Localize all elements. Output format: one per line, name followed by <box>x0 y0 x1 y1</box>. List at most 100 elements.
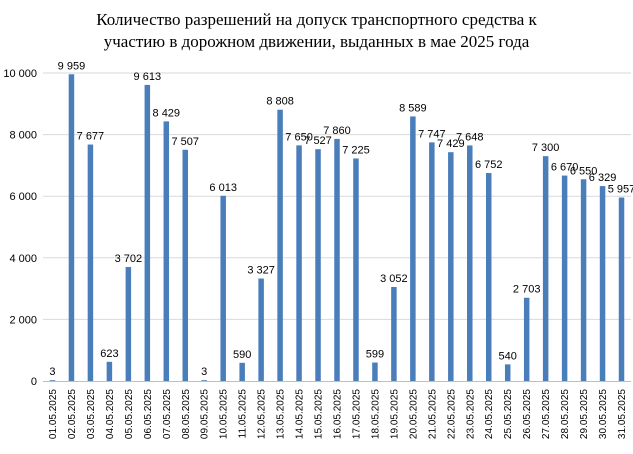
data-label: 7 650 <box>285 131 313 143</box>
data-label: 7 860 <box>323 125 351 137</box>
y-tick-label: 4 000 <box>9 253 37 265</box>
data-label: 6 752 <box>475 159 503 171</box>
data-label: 623 <box>100 348 118 360</box>
data-label: 6 329 <box>589 172 617 184</box>
bar <box>201 380 207 381</box>
y-tick-label: 8 000 <box>9 130 37 142</box>
bar <box>599 186 606 381</box>
bars <box>49 74 625 382</box>
x-tick-label: 15.05.2025 <box>314 389 325 439</box>
x-tick-label: 12.05.2025 <box>257 389 268 439</box>
x-tick-label: 20.05.2025 <box>408 389 419 439</box>
x-tick-label: 28.05.2025 <box>560 389 571 439</box>
x-tick-label: 01.05.2025 <box>48 389 59 439</box>
y-tick-label: 2 000 <box>9 314 37 326</box>
data-label: 9 613 <box>134 71 162 83</box>
data-label: 6 013 <box>209 182 237 194</box>
x-tick-label: 03.05.2025 <box>86 389 97 439</box>
x-tick-label: 31.05.2025 <box>617 389 628 439</box>
data-label: 8 429 <box>153 107 181 119</box>
data-label: 590 <box>233 349 251 361</box>
y-tick-label: 10 000 <box>3 68 37 80</box>
y-tick-label: 6 000 <box>9 191 37 203</box>
data-label: 6 670 <box>551 162 579 174</box>
bar <box>296 145 302 381</box>
x-tick-label: 04.05.2025 <box>105 389 116 439</box>
x-tick-label: 14.05.2025 <box>295 389 306 439</box>
chart-title-line-2: участию в дорожном движении, выданных в … <box>103 32 530 51</box>
bar <box>334 138 340 381</box>
x-tick-label: 08.05.2025 <box>181 389 192 439</box>
data-label: 8 589 <box>399 102 427 114</box>
bar <box>410 116 416 381</box>
y-tick-label: 0 <box>31 376 37 388</box>
x-tick-label: 22.05.2025 <box>446 389 457 439</box>
data-label: 7 747 <box>418 128 446 140</box>
bar <box>618 197 625 381</box>
bar <box>49 380 56 381</box>
bar <box>182 149 189 381</box>
x-tick-label: 13.05.2025 <box>276 389 287 439</box>
x-tick-label: 10.05.2025 <box>219 389 230 439</box>
x-tick-label: 16.05.2025 <box>333 389 344 439</box>
bar <box>87 144 94 381</box>
bar <box>580 179 587 381</box>
bar <box>163 121 170 381</box>
data-label: 2 703 <box>513 284 541 296</box>
data-label: 3 052 <box>380 273 408 285</box>
bar <box>372 362 378 381</box>
x-tick-label: 23.05.2025 <box>465 389 476 439</box>
data-label: 7 225 <box>342 144 370 156</box>
bar <box>258 278 264 381</box>
y-axis-ticks: 0 2 000 4 000 6 000 8 000 10 000 <box>3 68 37 388</box>
x-tick-label: 02.05.2025 <box>67 389 78 439</box>
x-tick-label: 07.05.2025 <box>162 389 173 439</box>
x-tick-label: 19.05.2025 <box>389 389 400 439</box>
bar <box>220 195 226 381</box>
data-label: 9 959 <box>58 60 86 72</box>
chart-title-line-1: Количество разрешений на допуск транспор… <box>96 10 537 29</box>
data-label: 7 648 <box>456 131 484 143</box>
bar <box>448 152 454 381</box>
data-label: 599 <box>366 349 384 361</box>
bar <box>144 84 151 381</box>
x-tick-label: 09.05.2025 <box>200 389 211 439</box>
data-label: 3 <box>201 366 207 378</box>
x-tick-label: 18.05.2025 <box>370 389 381 439</box>
x-tick-label: 25.05.2025 <box>503 389 514 439</box>
x-tick-label: 06.05.2025 <box>143 389 154 439</box>
data-label: 3 327 <box>247 265 275 277</box>
x-tick-label: 29.05.2025 <box>579 389 590 439</box>
x-tick-label: 21.05.2025 <box>427 389 438 439</box>
bar <box>68 74 75 381</box>
bar <box>542 156 549 381</box>
x-tick-label: 17.05.2025 <box>351 389 362 439</box>
bar <box>353 158 359 381</box>
bar <box>391 286 397 381</box>
bar <box>504 364 511 381</box>
bar <box>239 362 245 381</box>
x-tick-label: 24.05.2025 <box>484 389 495 439</box>
data-label: 7 429 <box>437 138 465 150</box>
data-labels: 3 9 959 7 677 623 3 702 9 613 8 429 7 507 3 6 013… <box>49 60 633 378</box>
bar <box>106 361 113 381</box>
data-label: 5 957 <box>608 184 633 196</box>
bar <box>277 109 283 382</box>
x-axis-ticks: 01.05.2025 02.05.2025 03.05.2025 04.05.2025… <box>48 389 628 439</box>
data-label: 7 677 <box>77 131 105 143</box>
x-tick-label: 05.05.2025 <box>124 389 135 439</box>
x-tick-label: 11.05.2025 <box>238 389 249 439</box>
bar <box>523 297 530 381</box>
data-label: 7 507 <box>171 136 199 148</box>
data-label: 540 <box>499 350 517 362</box>
data-label: 3 <box>49 366 55 378</box>
x-tick-label: 27.05.2025 <box>541 389 552 439</box>
data-label: 7 300 <box>532 142 560 154</box>
bar <box>429 142 435 381</box>
data-label: 6 550 <box>570 165 598 177</box>
chart-title: Количество разрешений на допуск транспор… <box>0 9 633 53</box>
bar <box>467 145 473 381</box>
data-label: 3 702 <box>115 253 143 265</box>
